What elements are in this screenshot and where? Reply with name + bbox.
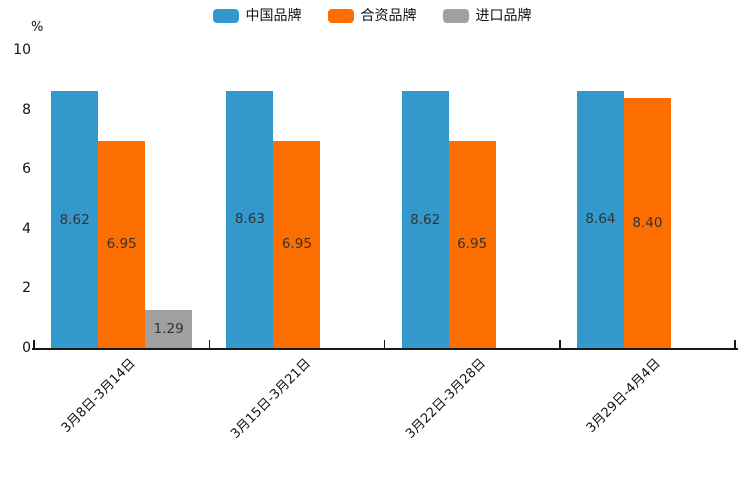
x-axis-category-label: 3月22日-3月28日 xyxy=(402,356,489,442)
legend-item-label: 中国品牌 xyxy=(245,8,302,24)
bar-value-label: 8.62 xyxy=(410,211,441,228)
bar-合资品牌-0 xyxy=(98,140,146,348)
y-axis-tick-label: 4 xyxy=(22,220,31,237)
x-axis-tick xyxy=(559,340,561,348)
bar-进口品牌-0 xyxy=(145,309,193,348)
bar-value-label: 8.40 xyxy=(632,214,663,231)
legend-item-2[interactable]: 进口品牌 xyxy=(442,8,532,24)
x-axis-tick xyxy=(33,340,35,348)
x-axis-category-label: 3月15日-3月21日 xyxy=(227,356,314,442)
legend-item-0[interactable]: 中国品牌 xyxy=(212,8,302,24)
x-axis-category-label: 3月8日-3月14日 xyxy=(58,356,139,436)
x-axis-tick xyxy=(383,340,386,348)
x-axis-category-label: 3月29日-4月4日 xyxy=(584,356,664,436)
bar-中国品牌-1 xyxy=(226,90,274,348)
bar-中国品牌-2 xyxy=(401,91,449,348)
bar-中国品牌-3 xyxy=(576,90,624,348)
bar-value-label: 6.95 xyxy=(106,236,137,253)
bar-value-label: 1.29 xyxy=(153,320,184,337)
bar-value-label: 8.63 xyxy=(234,211,265,228)
y-axis-tick-label: 8 xyxy=(22,101,31,118)
legend: 中国品牌 合资品牌 进口品牌 xyxy=(0,8,744,24)
bar-中国品牌-0 xyxy=(51,91,99,348)
bar-value-label: 8.64 xyxy=(585,211,616,228)
legend-item-label: 进口品牌 xyxy=(475,8,532,24)
legend-item-1[interactable]: 合资品牌 xyxy=(327,8,417,24)
y-axis-tick-label: 10 xyxy=(13,42,31,58)
bar-合资品牌-1 xyxy=(273,140,321,348)
legend-swatch-icon xyxy=(212,9,239,23)
y-axis-tick-label: 0 xyxy=(22,340,31,356)
bar-合资品牌-2 xyxy=(448,140,496,348)
bar-合资品牌-3 xyxy=(623,97,671,348)
bar-value-label: 6.95 xyxy=(281,236,312,253)
x-axis-tick xyxy=(208,340,210,348)
x-axis-tick xyxy=(734,340,736,348)
bar-value-label: 6.95 xyxy=(457,236,488,253)
legend-swatch-icon xyxy=(442,9,469,23)
y-axis-tick-label: 6 xyxy=(22,161,31,178)
x-axis-line xyxy=(32,348,738,350)
legend-item-label: 合资品牌 xyxy=(360,8,417,24)
legend-swatch-icon xyxy=(327,9,354,23)
y-axis-tick-label: 2 xyxy=(22,280,31,297)
y-axis-unit-label: % xyxy=(31,20,44,35)
bar-value-label: 8.62 xyxy=(59,211,90,228)
